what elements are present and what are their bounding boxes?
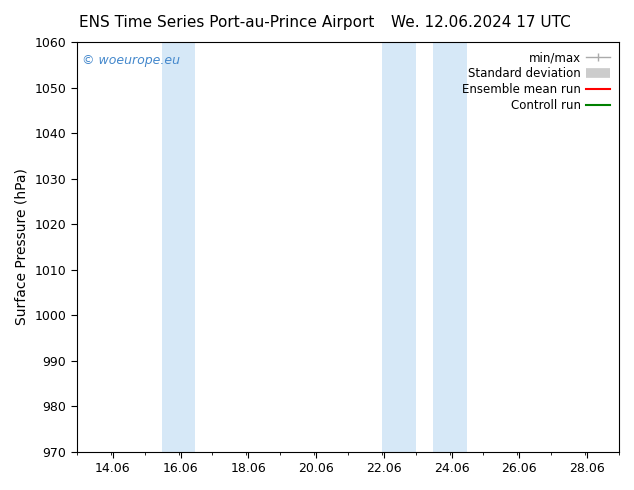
Legend: min/max, Standard deviation, Ensemble mean run, Controll run: min/max, Standard deviation, Ensemble me… xyxy=(459,48,613,116)
Bar xyxy=(382,42,416,452)
Text: © woeurope.eu: © woeurope.eu xyxy=(82,54,180,67)
Bar xyxy=(162,42,195,452)
Text: ENS Time Series Port-au-Prince Airport: ENS Time Series Port-au-Prince Airport xyxy=(79,15,375,30)
Bar xyxy=(432,42,467,452)
Y-axis label: Surface Pressure (hPa): Surface Pressure (hPa) xyxy=(15,169,29,325)
Text: We. 12.06.2024 17 UTC: We. 12.06.2024 17 UTC xyxy=(391,15,571,30)
